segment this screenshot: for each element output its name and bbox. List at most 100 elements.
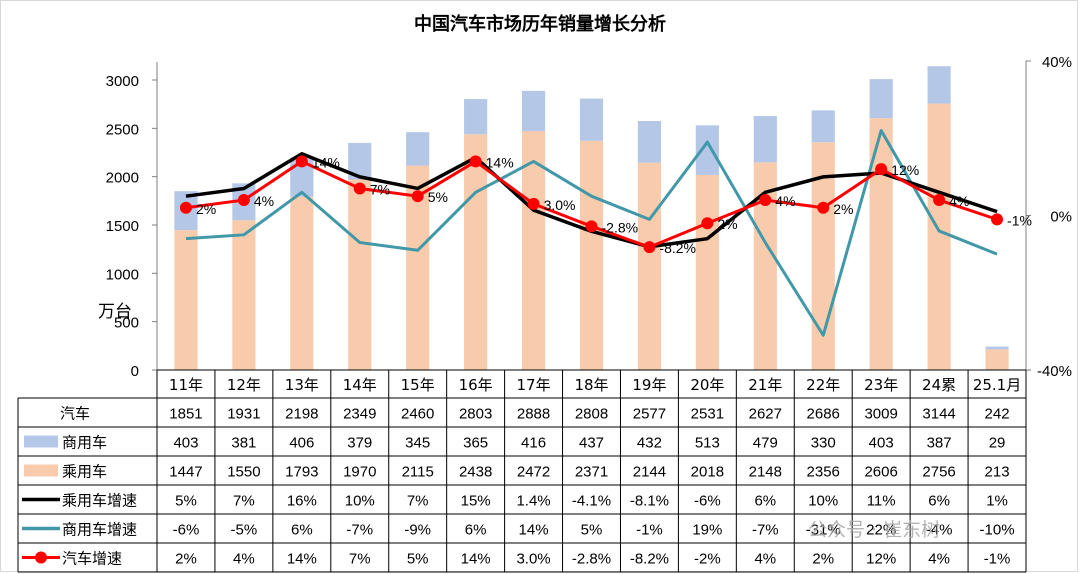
bar-passenger <box>579 140 604 370</box>
table-cell: 379 <box>347 435 372 452</box>
bar-commercial <box>927 66 951 104</box>
table-cell: 7% <box>233 493 255 510</box>
bar-commercial <box>637 120 662 163</box>
bar-commercial <box>579 98 604 141</box>
table-cell: 1851 <box>169 406 202 423</box>
table-cell: -1% <box>984 551 1011 568</box>
data-label-total-growth: 3.0% <box>544 197 576 213</box>
y-tick-label: 3000 <box>106 73 139 90</box>
marker-total-growth <box>817 201 830 214</box>
table-cell: -7% <box>752 522 779 539</box>
legend-key-2 <box>24 464 58 477</box>
bar-passenger <box>406 165 430 370</box>
table-cell: 2888 <box>517 406 550 423</box>
table-cell: -10% <box>980 522 1015 539</box>
bar-passenger <box>695 174 719 370</box>
table-cell: 2460 <box>401 406 434 423</box>
marker-total-growth <box>759 194 772 207</box>
table-cell: -8.2% <box>630 551 669 568</box>
table-cell: 2144 <box>633 464 666 481</box>
table-cell: 2371 <box>575 464 608 481</box>
table-cell: 12% <box>866 551 896 568</box>
table-cell: 2356 <box>807 464 840 481</box>
table-cell: 406 <box>289 435 314 452</box>
bar-passenger <box>464 134 488 370</box>
marker-total-growth <box>991 213 1004 226</box>
table-cell: 1931 <box>227 406 260 423</box>
table-cell: 2% <box>812 551 834 568</box>
table-cell: 2627 <box>749 406 782 423</box>
bar-passenger <box>869 118 893 370</box>
x-tick-label: 15年 <box>401 376 435 394</box>
table-cell: -6% <box>694 493 721 510</box>
table-cell: 2438 <box>459 464 492 481</box>
marker-total-growth <box>527 197 540 210</box>
table-cell: -4% <box>926 522 953 539</box>
bar-passenger <box>174 230 198 370</box>
table-cell: 2577 <box>633 406 666 423</box>
table-cell: 416 <box>521 435 546 452</box>
data-label-total-growth: 12% <box>891 162 919 178</box>
table-cell: 5% <box>175 493 197 510</box>
table-cell: 2198 <box>285 406 318 423</box>
data-label-total-growth: 7% <box>370 181 390 197</box>
y-tick-label: 1000 <box>106 266 139 283</box>
data-label-total-growth: 4% <box>254 193 274 209</box>
table-cell: 6% <box>291 522 313 539</box>
bar-commercial <box>811 110 835 143</box>
bar-passenger <box>985 349 1009 370</box>
table-cell: -6% <box>173 522 200 539</box>
legend-label-4: 商用车增速 <box>62 521 137 539</box>
data-label-total-growth: -2.8% <box>602 219 639 235</box>
bar-passenger <box>927 103 951 370</box>
data-label-total-growth: 5% <box>428 189 448 205</box>
bar-commercial <box>406 132 430 166</box>
x-tick-label: 25.1月 <box>973 376 1021 394</box>
x-tick-label: 21年 <box>748 376 782 394</box>
table-cell: 5% <box>581 522 603 539</box>
legend-label-0: 汽车 <box>60 405 90 423</box>
table-cell: 1.4% <box>516 493 550 510</box>
table-cell: -7% <box>346 522 373 539</box>
table-cell: 345 <box>405 435 430 452</box>
table-cell: 4% <box>754 551 776 568</box>
bar-commercial <box>985 346 1009 350</box>
table-cell: 403 <box>869 435 894 452</box>
bar-commercial <box>521 90 546 132</box>
data-label-total-growth: 4% <box>949 193 969 209</box>
table-cell: 7% <box>407 493 429 510</box>
x-tick-label: 22年 <box>806 376 840 394</box>
chart-title: 中国汽车市场历年销量增长分析 <box>414 14 666 35</box>
bar-passenger <box>637 162 662 370</box>
table-cell: 6% <box>928 493 950 510</box>
table-cell: 2148 <box>749 464 782 481</box>
data-label-total-growth: 2% <box>196 201 216 217</box>
marker-total-growth <box>295 155 308 168</box>
table-cell: 6% <box>754 493 776 510</box>
marker-total-growth <box>643 241 656 254</box>
marker-total-growth <box>875 163 888 176</box>
table-cell: 3009 <box>864 406 897 423</box>
y-tick-label: 500 <box>114 315 139 332</box>
table-cell: 432 <box>637 435 662 452</box>
table-cell: -9% <box>404 522 431 539</box>
table-cell: -31% <box>806 522 841 539</box>
x-tick-label: 24累 <box>922 376 956 394</box>
bar-passenger <box>348 179 372 370</box>
legend-label-2: 乘用车 <box>62 463 107 481</box>
data-label-total-growth: 4% <box>775 193 795 209</box>
table-cell: 4% <box>233 551 255 568</box>
y-tick-label: 0 <box>131 363 139 380</box>
table-cell: 330 <box>811 435 836 452</box>
x-tick-label: 14年 <box>343 376 377 394</box>
data-label-total-growth: 14% <box>312 154 340 170</box>
marker-total-growth <box>179 201 192 214</box>
data-label-total-growth: 2% <box>833 201 853 217</box>
table-cell: 10% <box>808 493 838 510</box>
table-cell: 2606 <box>864 464 897 481</box>
y-tick-label: 2000 <box>106 170 139 187</box>
table-cell: 4% <box>928 551 950 568</box>
table-cell: 403 <box>173 435 198 452</box>
x-tick-label: 19年 <box>632 376 666 394</box>
